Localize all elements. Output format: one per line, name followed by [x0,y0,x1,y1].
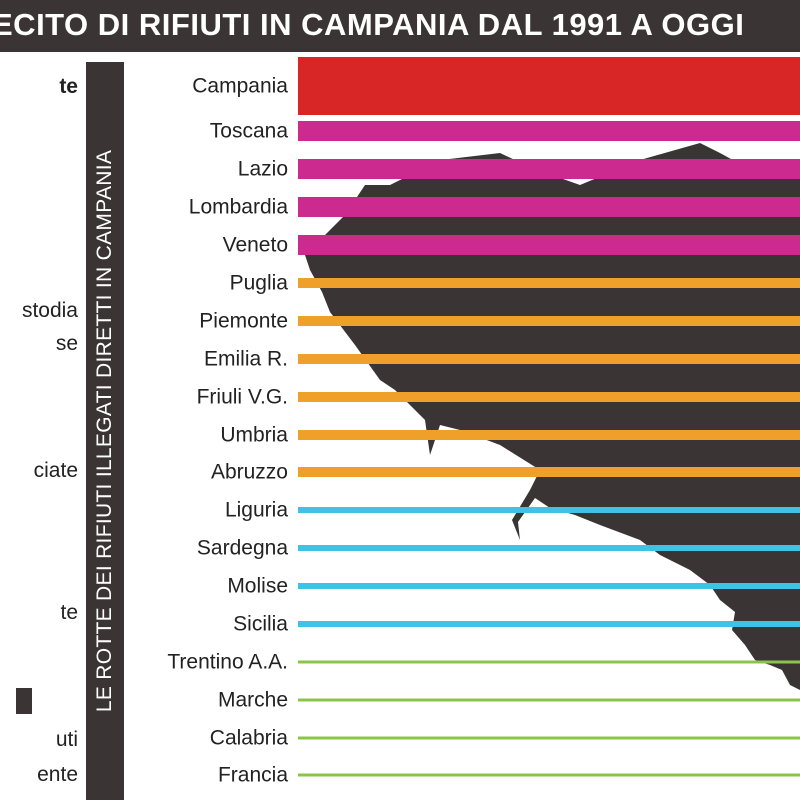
vertical-band: LE ROTTE DEI RIFIUTI ILLEGATI DIRETTI IN… [86,62,124,800]
header-title: ECITO DI RIFIUTI IN CAMPANIA DAL 1991 A … [0,7,745,42]
route-bar-liguria [298,507,800,513]
route-bar-friuli-v-g [298,392,800,402]
route-bar-sardegna [298,545,800,551]
route-bar-puglia [298,278,800,288]
route-bar-marche [298,698,800,702]
route-bar-abruzzo [298,467,800,477]
region-label-calabria: Calabria [209,726,288,750]
header-bar: ECITO DI RIFIUTI IN CAMPANIA DAL 1991 A … [0,0,800,52]
region-label-francia: Francia [217,763,288,787]
legend-text-1: te [59,75,78,98]
legend-text-2: stodia [21,299,78,322]
region-label-abruzzo: Abruzzo [210,460,288,484]
region-label-trentino-a-a: Trentino A.A. [167,650,288,674]
route-bar-calabria [298,736,800,740]
route-bar-trentino-a-a [298,660,800,664]
route-bar-sicilia [298,621,800,627]
route-bar-emilia-r [298,354,800,364]
route-bar-veneto [298,235,800,255]
route-bar-umbria [298,430,800,440]
region-label-friuli-v-g: Friuli V.G. [196,385,288,409]
region-label-puglia: Puglia [229,271,288,295]
legend-swatch [16,688,32,714]
region-label-sicilia: Sicilia [233,612,288,636]
region-label-lazio: Lazio [237,157,288,181]
campania-map-shape [305,143,800,690]
region-label-molise: Molise [227,574,288,598]
region-label-piemonte: Piemonte [199,309,288,333]
route-bar-piemonte [298,316,800,326]
route-bar-campania [298,57,800,115]
region-label-liguria: Liguria [224,498,288,522]
route-bar-francia [298,773,800,777]
legend-text-7: ente [37,763,78,786]
left-legend-panel: te stodia se ciate te uti ente [0,52,86,800]
region-label-marche: Marche [217,688,288,712]
legend-text-5: te [60,601,78,624]
region-label-sardegna: Sardegna [196,536,288,560]
route-bar-toscana [298,121,800,141]
route-bar-lazio [298,159,800,179]
legend-text-3: se [55,332,78,355]
region-label-campania: Campania [192,74,288,98]
region-label-toscana: Toscana [209,119,288,143]
region-label-umbria: Umbria [220,423,288,447]
legend-text-4: ciate [33,459,78,482]
route-bar-lombardia [298,197,800,217]
region-label-emilia-r: Emilia R. [203,347,288,371]
legend-text-6: uti [55,728,78,751]
region-label-veneto: Veneto [222,233,288,257]
region-label-lombardia: Lombardia [188,195,288,219]
route-bar-molise [298,583,800,589]
